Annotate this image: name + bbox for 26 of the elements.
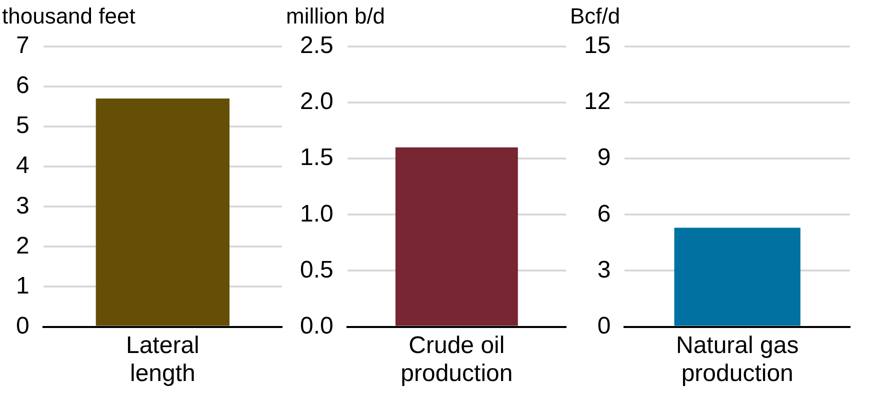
x-tick-label: Lateral length	[126, 332, 200, 387]
y-tick-label: 0.5	[300, 256, 334, 284]
y-tick-label: 1.0	[300, 200, 334, 228]
y-tick-label: 3	[597, 256, 611, 284]
y-tick-label: 2.5	[300, 32, 334, 60]
y-axis-title: million b/d	[286, 3, 386, 28]
y-tick-label: 9	[597, 144, 611, 172]
y-tick-label: 0	[597, 312, 611, 340]
y-tick-label: 7	[16, 32, 30, 60]
y-tick-label: 2	[16, 232, 30, 260]
y-tick-label: 2.0	[300, 88, 334, 116]
y-tick-label: 12	[584, 88, 611, 116]
y-tick-label: 15	[584, 32, 611, 60]
y-tick-label: 4	[16, 152, 30, 180]
y-tick-label: 5	[16, 112, 30, 140]
y-tick-label: 0.0	[300, 312, 334, 340]
y-tick-label: 6	[597, 200, 611, 228]
y-tick-label: 3	[16, 192, 30, 220]
y-tick-label: 6	[16, 72, 30, 100]
y-axis-title: thousand feet	[2, 3, 136, 28]
y-axis-title: Bcf/d	[570, 3, 620, 28]
y-tick-label: 1	[16, 272, 30, 300]
y-tick-label: 0	[16, 312, 30, 340]
x-tick-label: Crude oil production	[400, 332, 513, 387]
y-tick-label: 1.5	[300, 144, 334, 172]
x-tick-label: Natural gas production	[676, 332, 799, 387]
